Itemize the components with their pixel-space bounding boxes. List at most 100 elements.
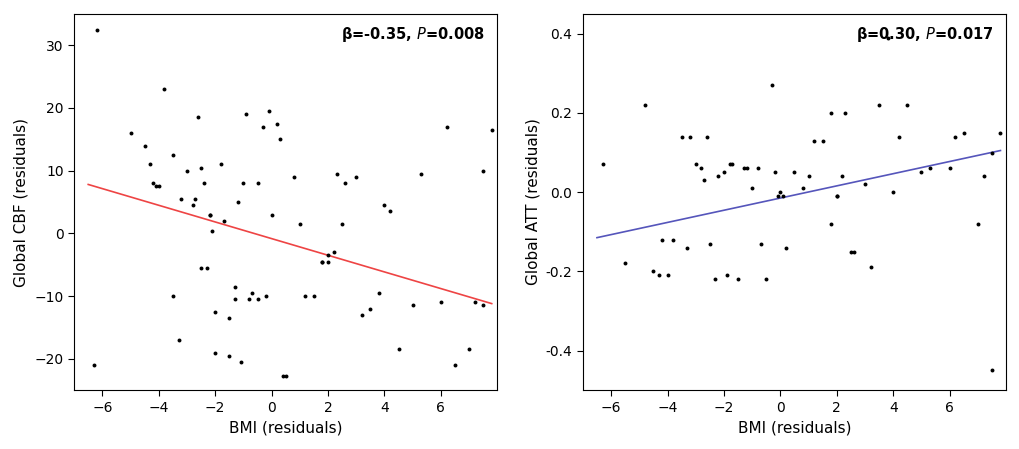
Point [983, 149, 1000, 156]
Point [213, 161, 229, 168]
Point [258, 292, 274, 299]
Point [664, 236, 681, 243]
Point [720, 161, 737, 168]
Point [735, 165, 751, 172]
Point [991, 129, 1008, 136]
X-axis label: BMI (residuals): BMI (residuals) [737, 420, 851, 435]
Point [701, 240, 717, 247]
Point [232, 358, 249, 365]
Point [190, 114, 206, 121]
Point [148, 183, 164, 190]
Point [164, 151, 180, 158]
Point [771, 189, 788, 196]
Point [390, 346, 407, 353]
Point [693, 165, 709, 172]
Point [827, 193, 844, 200]
Point [413, 170, 429, 177]
Point [89, 26, 105, 33]
Point [822, 109, 839, 116]
Point [187, 195, 204, 202]
Point [306, 292, 322, 299]
Point [156, 86, 172, 93]
Point [899, 101, 915, 109]
Point [325, 249, 341, 256]
X-axis label: BMI (residuals): BMI (residuals) [228, 420, 342, 435]
Text: β=0.30, $\mathbf{\it{P}}$=0.017: β=0.30, $\mathbf{\it{P}}$=0.017 [855, 25, 993, 44]
Point [715, 169, 732, 176]
Point [438, 123, 454, 130]
Point [650, 272, 666, 279]
Point [862, 264, 878, 271]
Point [768, 193, 785, 200]
Point [709, 173, 726, 180]
Point [695, 176, 711, 184]
Point [837, 109, 853, 116]
Point [800, 173, 816, 180]
Point [381, 208, 397, 215]
Point [229, 198, 246, 206]
Point [594, 161, 610, 168]
Point [941, 165, 957, 172]
Point [757, 276, 773, 283]
Point [827, 193, 844, 200]
Point [706, 276, 722, 283]
Point [749, 165, 765, 172]
Point [297, 292, 313, 299]
Point [974, 173, 990, 180]
Point [199, 264, 215, 272]
Y-axis label: Global CBF (residuals): Global CBF (residuals) [14, 118, 29, 286]
Point [969, 220, 985, 227]
Point [682, 133, 698, 140]
Point [164, 292, 180, 299]
Point [376, 202, 392, 209]
Point [794, 185, 810, 192]
Point [834, 173, 850, 180]
Point [921, 165, 937, 172]
Point [763, 82, 780, 89]
Point [777, 244, 794, 251]
Point [461, 346, 477, 353]
Point [201, 211, 217, 218]
Point [291, 220, 308, 228]
Point [137, 142, 153, 149]
Point [354, 311, 370, 318]
Point [269, 120, 285, 127]
Point [255, 123, 271, 130]
Point [845, 248, 861, 255]
Point [483, 126, 499, 133]
Point [947, 133, 963, 140]
Point [272, 136, 288, 143]
Point [237, 110, 254, 118]
Point [142, 161, 158, 168]
Point [743, 185, 759, 192]
Point [328, 170, 344, 177]
Point [405, 302, 421, 309]
Point [370, 289, 386, 296]
Point [314, 258, 330, 265]
Point [446, 361, 463, 369]
Point [475, 167, 491, 174]
Point [249, 180, 265, 187]
Point [822, 220, 839, 227]
Point [890, 133, 906, 140]
Point [432, 299, 448, 306]
Point [145, 180, 161, 187]
Point [774, 193, 791, 200]
Point [263, 211, 279, 218]
Point [122, 129, 139, 136]
Point [196, 180, 212, 187]
Point [170, 336, 186, 343]
Point [856, 180, 872, 188]
Point [673, 133, 689, 140]
Point [320, 258, 336, 265]
Point [201, 211, 217, 218]
Point [193, 164, 209, 171]
Point [244, 289, 260, 296]
Point [842, 248, 858, 255]
Point [193, 264, 209, 272]
Point [698, 133, 714, 140]
Point [718, 272, 735, 279]
Point [805, 137, 821, 144]
Point [884, 189, 901, 196]
Point [235, 180, 252, 187]
